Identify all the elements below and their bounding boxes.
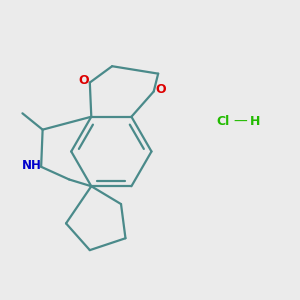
Text: H: H [250, 115, 261, 128]
Text: O: O [78, 74, 88, 87]
Text: NH: NH [22, 159, 42, 172]
Text: Cl: Cl [216, 115, 230, 128]
Text: O: O [155, 83, 166, 97]
Text: —: — [234, 116, 248, 129]
